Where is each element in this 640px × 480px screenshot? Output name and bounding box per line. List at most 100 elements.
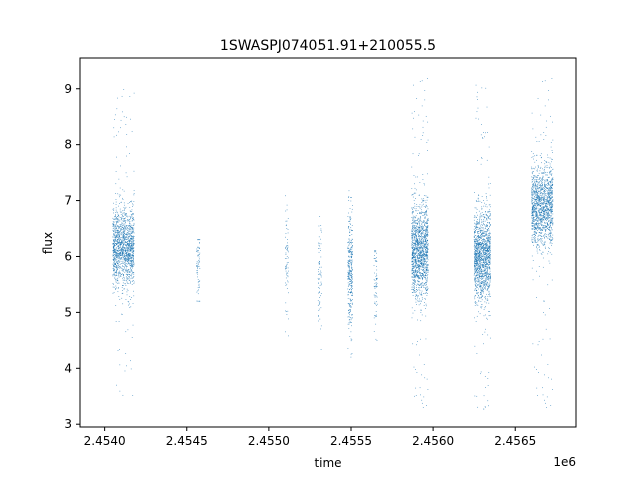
data-point [119,217,121,218]
data-point [115,243,116,244]
data-point [477,249,479,251]
data-point [549,205,551,207]
data-point [115,249,116,251]
data-point [474,273,475,274]
data-point [418,243,420,245]
data-point [481,269,483,271]
data-point [477,229,479,230]
data-point [425,246,426,248]
data-point [127,250,129,252]
data-point [117,268,119,270]
data-point [123,257,124,259]
data-point [488,211,490,212]
data-point [488,285,490,287]
data-point [426,256,428,258]
data-point [426,230,427,231]
data-point [115,239,116,240]
data-point [122,285,124,286]
data-point [348,265,349,267]
data-point [483,216,485,218]
data-point [133,250,135,252]
data-point [132,395,134,396]
data-point [482,295,484,297]
data-point [481,233,483,234]
data-point [421,287,422,288]
data-point [475,245,476,247]
data-point [126,241,128,243]
data-point [552,206,553,208]
data-point [133,222,135,224]
data-point [116,240,118,242]
data-point [476,254,478,256]
data-point [118,225,119,227]
data-point [489,241,491,242]
data-point [417,239,418,240]
data-point [545,229,546,230]
data-point [119,256,121,258]
data-point [115,225,116,227]
data-point [475,278,476,280]
data-point [475,268,477,269]
data-point [480,212,482,214]
data-point [476,227,477,229]
data-point [122,243,124,244]
data-point [415,275,417,276]
data-point [132,248,134,250]
data-point [485,240,487,242]
data-point [412,289,414,291]
data-point [482,287,484,288]
data-point [486,244,488,245]
data-point [476,229,477,230]
data-point [487,229,489,231]
data-point [421,264,422,266]
data-point [477,247,479,249]
data-point [420,249,422,251]
data-point [417,276,419,278]
data-point [539,227,540,228]
data-point [477,293,479,295]
data-point [481,157,482,158]
data-point [351,317,353,319]
data-point [132,265,134,267]
data-point [479,263,480,264]
data-point [427,225,429,227]
data-point [478,268,480,270]
data-point [132,264,134,265]
data-point [121,218,123,219]
data-point [421,242,422,244]
data-point [117,212,118,214]
data-point [131,214,133,215]
data-point [414,227,416,228]
data-point [130,260,132,262]
data-point [484,270,486,271]
data-point [129,296,131,297]
data-point [115,259,116,261]
data-point [418,304,420,306]
data-point [473,217,475,218]
data-point [126,229,128,230]
data-point [319,292,320,293]
data-point [113,230,115,231]
data-point [417,245,419,247]
data-point [541,156,542,158]
data-point [418,278,420,280]
data-point [547,166,549,168]
data-point [117,256,118,258]
data-point [411,317,413,319]
data-point [348,272,349,274]
data-point [127,262,129,264]
data-point [132,263,134,265]
data-point [542,179,544,180]
data-point [475,285,477,286]
data-point [373,285,375,287]
data-point [486,234,487,236]
data-point [285,282,286,284]
data-point [426,222,427,224]
data-point [114,228,116,230]
data-point [127,259,129,261]
data-point [426,142,428,143]
data-point [545,193,546,195]
data-point [475,242,477,244]
data-point [348,265,350,267]
data-point [127,278,128,280]
